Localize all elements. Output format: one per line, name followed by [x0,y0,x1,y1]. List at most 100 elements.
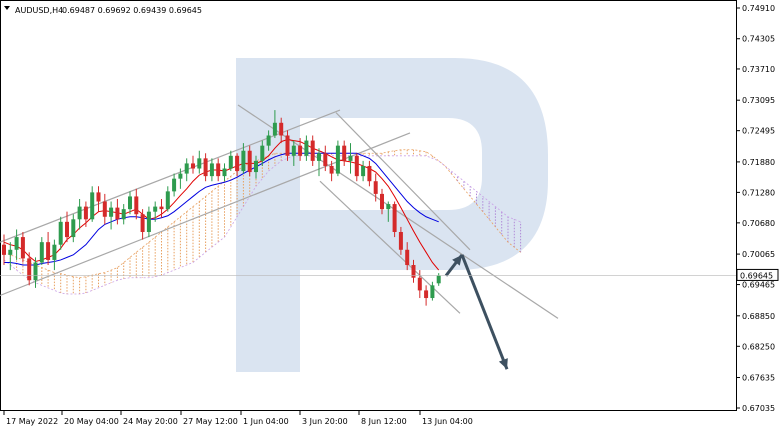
candle-body [436,275,441,284]
candle-body [310,140,315,161]
candle-body [367,165,372,182]
candle-body [39,242,44,263]
candle-body [77,206,82,220]
y-tick-label: 0.69465 [742,281,775,290]
forecast-arrow [460,254,509,370]
candle-body [411,265,416,278]
x-tick-label: 17 May 2022 [6,417,58,426]
candle-body [8,249,13,255]
candle-body [90,192,95,220]
channel-line [0,109,341,243]
candle-body [298,145,303,156]
last-price-marker: 0.69645 [0,268,779,281]
plot-frame [0,0,737,411]
y-tick-label: 0.67035 [742,404,775,413]
candle-body [46,242,51,260]
candle-body [241,150,246,172]
chart-header: AUDUSD,H4 0.69487 0.69692 0.69439 0.6964… [4,6,202,15]
y-tick-label: 0.74305 [742,35,775,44]
candle-body [14,237,19,250]
candle-body [260,145,265,161]
candle-body [65,221,69,238]
candle-body [134,196,139,215]
candle-body [380,193,384,210]
candle-body [109,207,114,217]
candle-body [354,155,359,177]
channel-line [335,112,471,251]
candle-body [361,165,366,177]
candle-body [52,244,57,260]
candle-body [279,122,284,136]
candle-body [209,163,214,177]
candle-body [398,232,403,250]
candle-body [222,168,227,177]
candle-body [2,244,6,255]
candle-body [291,145,296,156]
candle-body [335,145,340,174]
candle-body [405,249,410,266]
candle-body [228,155,233,169]
watermark-logo [236,58,548,372]
y-tick-label: 0.73710 [742,65,775,74]
candle-body [197,158,202,169]
candle-body [140,214,145,232]
candle-body [235,155,240,172]
price-axis: 0.74910 0.74305 0.73710 0.73095 0.72495 0.718… [736,4,775,413]
indicator-line [4,152,439,266]
candle-body [342,145,347,161]
last-price-tag [736,268,779,281]
x-tick-label: 1 Jun 04:00 [243,417,289,426]
forecast-arrows [444,253,509,370]
y-tick-label: 0.71280 [742,188,775,197]
time-axis: 17 May 2022 20 May 04:00 24 May 20:00 27 Ma… [3,411,473,426]
candle-body [373,181,378,194]
candle-body [285,135,290,156]
y-tick-label: 0.74910 [742,4,775,13]
candle-body [216,163,221,177]
candle-body [165,191,170,210]
forecast-arrowhead [452,254,462,266]
candle-body [348,155,353,161]
y-tick-label: 0.72495 [742,127,775,136]
dropdown-triangle-icon[interactable] [4,6,10,10]
ohlc-label: 0.69487 0.69692 0.69439 0.69645 [62,6,202,15]
candle-body [33,262,38,281]
candle-body [172,178,177,192]
symbol-label: AUDUSD,H4 [15,6,63,15]
y-tick-label: 0.71880 [742,158,775,167]
candle-body [184,163,189,174]
x-tick-label: 3 Jun 20:00 [302,417,348,426]
candle-body [430,285,435,299]
candle-body [304,140,309,156]
candles [2,110,441,306]
candle-body [266,135,271,146]
candle-body [27,258,32,281]
x-tick-label: 20 May 04:00 [64,417,119,426]
candle-body [203,158,208,177]
y-tick-label: 0.70065 [742,250,775,259]
candle-body [417,277,422,291]
y-tick-label: 0.68850 [742,312,775,321]
candle-body [83,206,88,220]
candle-body [424,290,429,299]
forecast-arrowhead [498,358,508,370]
candle-body [20,237,25,259]
x-tick-label: 8 Jun 12:00 [361,417,407,426]
x-tick-label: 24 May 20:00 [123,417,178,426]
candle-body [153,206,158,212]
indicator-lines [3,139,440,271]
candle-body [102,201,107,217]
candle-body [146,211,151,232]
y-tick-label: 0.73095 [742,96,775,105]
indicator-line [3,139,440,271]
candle-body [317,153,321,161]
candle-body [159,206,164,210]
candle-body [392,204,397,232]
channel-line [319,180,461,314]
candle-body [178,173,183,179]
candle-body [115,207,120,220]
cloud-span-b [3,155,521,295]
candle-body [71,219,76,238]
last-price-value: 0.69645 [740,271,773,280]
